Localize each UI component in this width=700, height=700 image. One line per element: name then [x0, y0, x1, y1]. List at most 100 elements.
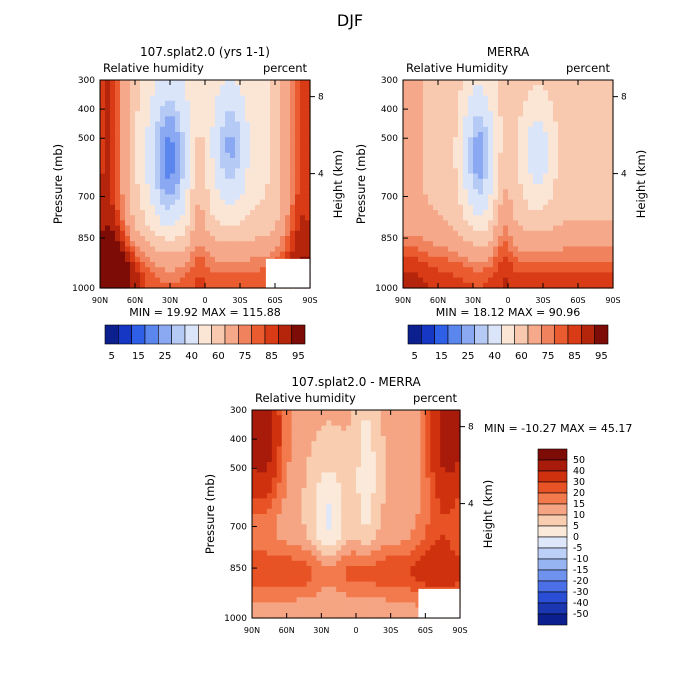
- field-cell: [450, 571, 456, 577]
- field-cell: [588, 189, 594, 195]
- field-cell: [423, 95, 429, 102]
- field-cell: [346, 529, 352, 536]
- field-cell: [438, 158, 444, 164]
- field-cell: [448, 106, 454, 112]
- field-cell: [488, 251, 494, 258]
- field-cell: [413, 100, 419, 107]
- field-cell: [528, 100, 534, 107]
- field-cell: [200, 282, 206, 289]
- field-cell: [558, 100, 564, 107]
- field-cell: [300, 132, 306, 138]
- field-cell: [508, 189, 514, 195]
- field-cell: [503, 282, 509, 289]
- field-cell: [356, 519, 362, 525]
- field-cell: [408, 262, 414, 268]
- field-cell: [405, 524, 412, 531]
- field-cell: [306, 462, 313, 468]
- field-cell: [513, 147, 519, 154]
- field-cell: [483, 121, 489, 128]
- field-cell: [140, 80, 146, 86]
- field-cell: [445, 581, 451, 588]
- field-cell: [100, 85, 106, 91]
- field-cell: [593, 241, 599, 247]
- field-cell: [543, 220, 549, 227]
- field-cell: [301, 586, 308, 593]
- field-cell: [205, 90, 211, 97]
- field-cell: [341, 550, 347, 557]
- field-cell: [200, 168, 206, 175]
- field-cell: [445, 462, 451, 468]
- field-cell: [508, 199, 514, 206]
- field-cell: [443, 204, 449, 211]
- field-cell: [311, 519, 317, 525]
- field-cell: [390, 446, 397, 453]
- field-cell: [568, 262, 574, 268]
- field-cell: [440, 508, 446, 515]
- field-cell: [593, 225, 599, 232]
- field-cell: [598, 137, 604, 143]
- field-cell: [458, 178, 464, 185]
- field-cell: [593, 262, 599, 268]
- field-cell: [200, 189, 206, 195]
- field-cell: [603, 152, 609, 159]
- field-cell: [130, 158, 136, 164]
- field-cell: [255, 204, 261, 211]
- field-cell: [438, 173, 444, 180]
- field-cell: [543, 236, 549, 242]
- field-cell: [305, 168, 311, 175]
- colorbar-label: 60: [212, 351, 225, 362]
- field-cell: [403, 137, 409, 143]
- field-cell: [563, 256, 569, 263]
- field-cell: [493, 80, 499, 86]
- field-cell: [463, 189, 469, 195]
- field-cell: [433, 126, 439, 133]
- field-cell: [390, 524, 397, 531]
- field-cell: [603, 106, 609, 112]
- field-cell: [130, 204, 136, 211]
- field-cell: [478, 173, 484, 180]
- field-cell: [256, 540, 263, 546]
- field-cell: [240, 173, 246, 180]
- field-cell: [311, 545, 317, 551]
- field-cell: [455, 519, 461, 525]
- field-cell: [311, 425, 317, 432]
- field-cell: [385, 410, 392, 416]
- field-cell: [145, 80, 151, 86]
- field-cell: [285, 85, 291, 91]
- field-cell: [316, 456, 322, 463]
- field-cell: [508, 158, 514, 164]
- field-cell: [185, 142, 191, 149]
- field-cell: [528, 241, 534, 247]
- field-cell: [160, 220, 166, 227]
- field-cell: [230, 246, 236, 253]
- field-cell: [120, 100, 126, 107]
- field-cell: [418, 225, 424, 232]
- field-cell: [463, 178, 469, 185]
- field-cell: [230, 194, 236, 201]
- field-cell: [423, 80, 429, 86]
- field-cell: [458, 95, 464, 102]
- field-cell: [508, 100, 514, 107]
- field-cell: [578, 246, 584, 253]
- field-cell: [190, 163, 196, 169]
- field-cell: [513, 90, 519, 97]
- field-cell: [110, 121, 116, 128]
- field-cell: [390, 581, 397, 588]
- field-cell: [578, 100, 584, 107]
- field-cell: [563, 80, 569, 86]
- field-cell: [473, 106, 479, 112]
- field-cell: [306, 456, 313, 463]
- field-cell: [306, 430, 313, 437]
- field-cell: [563, 95, 569, 102]
- field-cell: [385, 581, 392, 588]
- field-cell: [120, 158, 126, 164]
- field-cell: [300, 147, 306, 154]
- field-cell: [430, 420, 436, 427]
- field-cell: [365, 592, 372, 598]
- field-cell: [408, 106, 414, 112]
- field-cell: [588, 184, 594, 190]
- field-cell: [346, 592, 352, 598]
- field-cell: [433, 230, 439, 237]
- field-cell: [395, 540, 402, 546]
- field-cell: [558, 142, 564, 149]
